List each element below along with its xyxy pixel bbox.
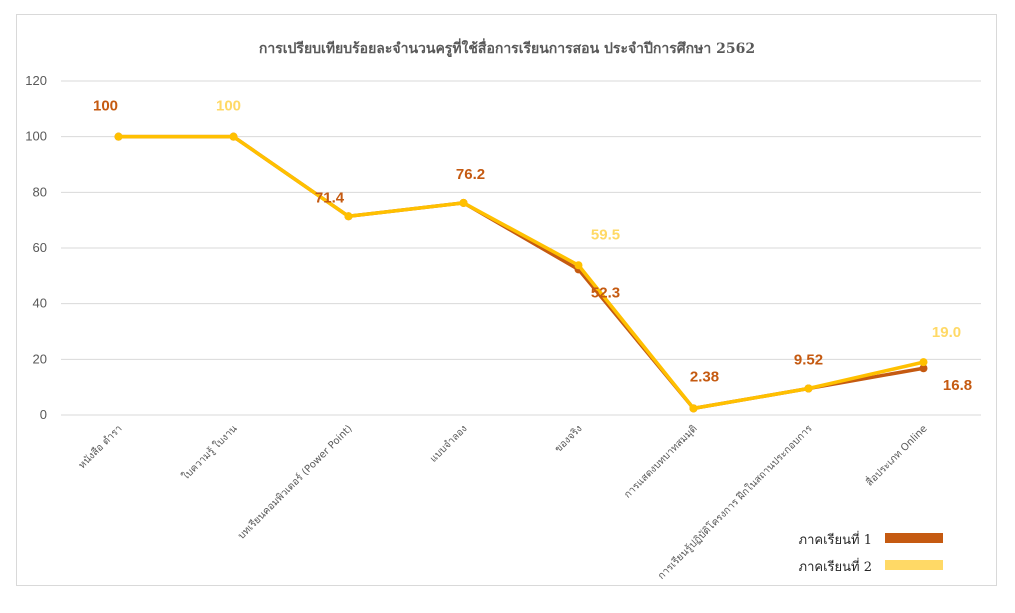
legend: ภาคเรียนที่ 1 ภาคเรียนที่ 2 — [799, 531, 943, 575]
y-tick-label: 40 — [33, 296, 47, 311]
data-point — [919, 364, 928, 373]
data-point — [114, 132, 123, 141]
data-point — [344, 212, 353, 221]
legend-swatch — [885, 560, 943, 570]
data-point — [574, 261, 583, 270]
data-label: 100 — [93, 98, 118, 115]
data-label: 71.4 — [315, 189, 345, 206]
x-axis-ticks: หนังสือ ตำรา ใบความรู้ ใบงานบทเรียนคอมพิว… — [76, 421, 930, 582]
data-point — [919, 358, 928, 367]
x-tick-label: หนังสือ ตำรา — [76, 423, 125, 472]
y-axis-ticks: 0 20 40 60 80 100 120 — [25, 73, 47, 422]
legend-label: ภาคเรียนที่ 1 — [799, 531, 872, 548]
x-tick-label: บทเรียนคอมพิวเตอร์ (Power Point) — [236, 423, 355, 542]
x-tick-label: ของจริง — [553, 423, 585, 455]
x-tick-label: ใบความรู้ ใบงาน — [180, 423, 240, 483]
legend-swatch — [885, 533, 943, 543]
data-point — [804, 384, 813, 393]
y-tick-label: 80 — [33, 184, 47, 199]
data-labels: 100 71.4 76.2 52.3 2.38 9.52 16.8 100 59.5 19.0 — [93, 98, 972, 395]
gridlines — [61, 80, 981, 416]
data-label: 76.2 — [456, 166, 485, 183]
y-tick-label: 0 — [40, 407, 47, 422]
data-label: 2.38 — [690, 368, 719, 385]
y-tick-label: 60 — [33, 240, 47, 255]
legend-label: ภาคเรียนที่ 2 — [799, 558, 872, 575]
data-label: 100 — [216, 98, 241, 115]
chart-frame: การเปรียบเทียบร้อยละจำนวนครูที่ใช้สื่อกา… — [16, 14, 997, 586]
data-point — [229, 132, 238, 141]
data-label: 9.52 — [794, 352, 823, 369]
x-tick-label: การแสดงบทบาทสมมุติ — [622, 423, 699, 500]
series-lines — [114, 132, 928, 413]
x-tick-label: แบบจำลอง — [428, 423, 470, 465]
data-label: 52.3 — [591, 284, 620, 301]
data-label: 19.0 — [932, 324, 961, 341]
line-chart: การเปรียบเทียบร้อยละจำนวนครูที่ใช้สื่อกา… — [25, 38, 981, 582]
data-label: 16.8 — [943, 377, 972, 394]
data-point — [459, 198, 468, 207]
y-tick-label: 120 — [25, 73, 47, 88]
chart-title: การเปรียบเทียบร้อยละจำนวนครูที่ใช้สื่อกา… — [259, 38, 755, 57]
data-label: 59.5 — [591, 226, 620, 243]
y-tick-label: 100 — [25, 129, 47, 144]
data-point — [689, 404, 698, 413]
y-tick-label: 20 — [33, 351, 47, 366]
x-tick-label: สื่อประเภท Online — [862, 421, 929, 488]
series-line-2 — [116, 134, 926, 411]
